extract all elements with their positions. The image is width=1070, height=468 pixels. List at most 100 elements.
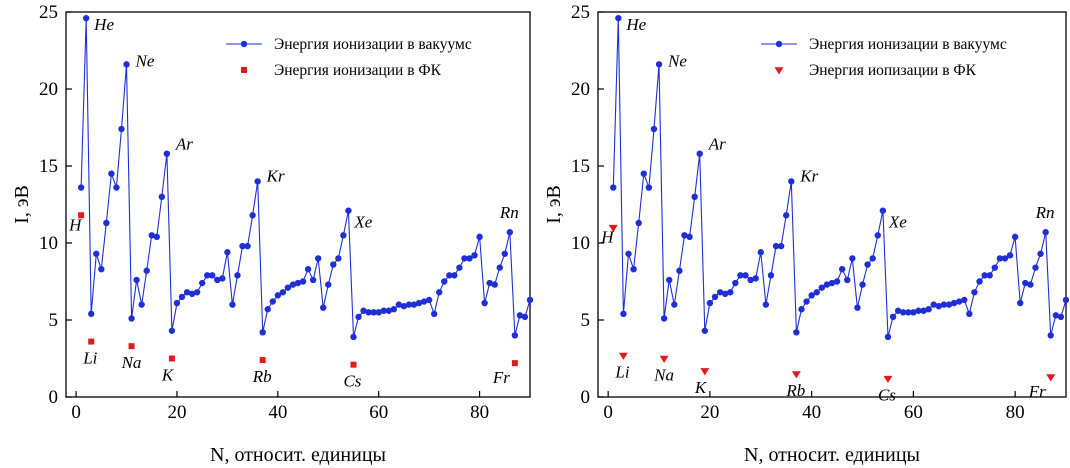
y-tick-label: 20 [39, 79, 58, 100]
element-annotation: H [68, 215, 83, 234]
data-point [446, 272, 453, 279]
data-point [123, 61, 130, 68]
data-point [655, 61, 663, 68]
data-point [1032, 264, 1039, 271]
data-point [173, 299, 181, 307]
series-0 [77, 14, 534, 341]
data-point [345, 207, 352, 214]
series-1 [608, 224, 1056, 384]
data-point [671, 301, 678, 308]
data-point [168, 327, 176, 334]
x-axis-label: N, относит. единицы [744, 444, 920, 466]
data-point [496, 264, 503, 271]
data-point [676, 267, 683, 274]
data-point [915, 307, 922, 314]
data-point [1047, 332, 1054, 339]
x-tick-label: 60 [369, 402, 388, 423]
x-tick-label: 80 [1006, 402, 1025, 423]
data-point [1006, 252, 1014, 259]
legend-marker [774, 67, 784, 75]
data-point [284, 284, 292, 291]
data-point [615, 14, 622, 22]
element-annotation: Na [653, 366, 674, 385]
data-point [78, 212, 85, 219]
data-point [742, 272, 749, 279]
data-point [925, 306, 932, 313]
data-point [304, 265, 312, 273]
data-point [803, 298, 810, 305]
data-point [838, 265, 846, 273]
element-annotation: Na [121, 353, 142, 372]
data-point [410, 301, 418, 308]
data-point [864, 261, 871, 268]
data-point [259, 329, 266, 336]
data-point [214, 276, 221, 284]
data-point [163, 150, 171, 157]
data-point [441, 278, 448, 285]
data-point [716, 289, 724, 296]
data-point [727, 289, 734, 296]
data-point [340, 232, 347, 239]
data-point [894, 307, 902, 314]
y-tick-label: 25 [39, 2, 58, 23]
data-point [833, 278, 841, 285]
data-point [98, 265, 105, 273]
data-point [620, 310, 627, 318]
data-point [168, 355, 175, 362]
data-point [976, 278, 983, 285]
data-point [526, 296, 534, 304]
data-point [193, 289, 201, 296]
data-point [659, 355, 669, 363]
y-axis-label: I, эВ [543, 185, 565, 224]
data-point [289, 281, 297, 288]
data-point [360, 307, 367, 314]
data-point [996, 255, 1004, 262]
data-point [294, 279, 302, 287]
data-point [239, 242, 246, 250]
data-point [380, 307, 387, 314]
element-annotation: Ne [667, 51, 687, 70]
data-point [645, 184, 653, 191]
element-annotation: Li [82, 349, 97, 368]
y-tick-label: 5 [581, 310, 591, 331]
data-point [608, 224, 618, 233]
data-point [971, 289, 978, 296]
y-tick-label: 0 [49, 387, 59, 408]
data-point [476, 233, 483, 241]
data-point [385, 307, 392, 314]
data-point [883, 375, 893, 384]
data-point [1022, 279, 1029, 287]
plot-frame [65, 11, 531, 398]
data-point [405, 301, 413, 308]
data-point [900, 309, 907, 316]
legend-marker [775, 40, 783, 48]
legend-label: Энергия ионизации в вакуумс [274, 36, 472, 53]
data-point [910, 309, 917, 316]
element-annotation: Ar [175, 135, 193, 154]
data-point [701, 327, 709, 334]
data-point [752, 275, 759, 282]
data-point [945, 301, 953, 308]
legend-marker [241, 67, 247, 73]
data-point [204, 272, 211, 279]
data-point [269, 298, 276, 305]
data-point [400, 302, 408, 310]
data-point [506, 229, 514, 236]
data-point [737, 272, 744, 279]
data-point [299, 278, 307, 285]
data-point [711, 293, 719, 301]
data-point [461, 255, 468, 262]
data-point [950, 299, 958, 307]
data-point [961, 296, 968, 304]
data-point [153, 233, 160, 241]
data-point [762, 301, 770, 308]
y-tick-label: 20 [571, 79, 590, 100]
data-point [224, 249, 231, 256]
data-point [88, 338, 95, 345]
data-point [451, 272, 458, 279]
element-annotation: K [161, 366, 175, 385]
data-point [640, 170, 647, 177]
legend: Энергия ионизации в вакуумс Энергия иопиз… [761, 36, 1007, 79]
data-point [108, 170, 115, 177]
data-point [849, 255, 856, 262]
